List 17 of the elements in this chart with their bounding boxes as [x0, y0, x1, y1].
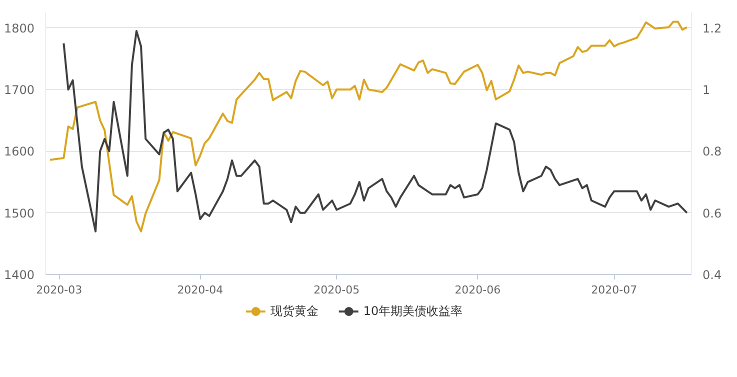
legend-label: 现货黄金 — [270, 302, 318, 320]
y2-tick-label: 0.8 — [702, 144, 722, 159]
y2-tick-label: 1.2 — [702, 21, 722, 36]
legend-label: 10年期美债收益率 — [363, 302, 463, 320]
y-tick-label: 1600 — [4, 144, 35, 159]
x-tick-label: 2020-03 — [36, 284, 82, 296]
y2-tick-label: 1 — [702, 83, 710, 98]
x-tick-label: 2020-07 — [591, 284, 638, 296]
y2-tick-label: 0.6 — [702, 206, 722, 220]
x-tick-label: 2020-04 — [177, 284, 224, 296]
x-tick-label: 2020-06 — [454, 284, 501, 296]
y-tick-label: 1500 — [4, 206, 35, 220]
y2-tick-label: 0.4 — [702, 268, 722, 282]
x-tick-label: 2020-05 — [314, 284, 360, 296]
y-tick-label: 1400 — [4, 268, 35, 282]
y-tick-label: 1700 — [4, 83, 35, 98]
y-tick-label: 1800 — [4, 21, 35, 36]
